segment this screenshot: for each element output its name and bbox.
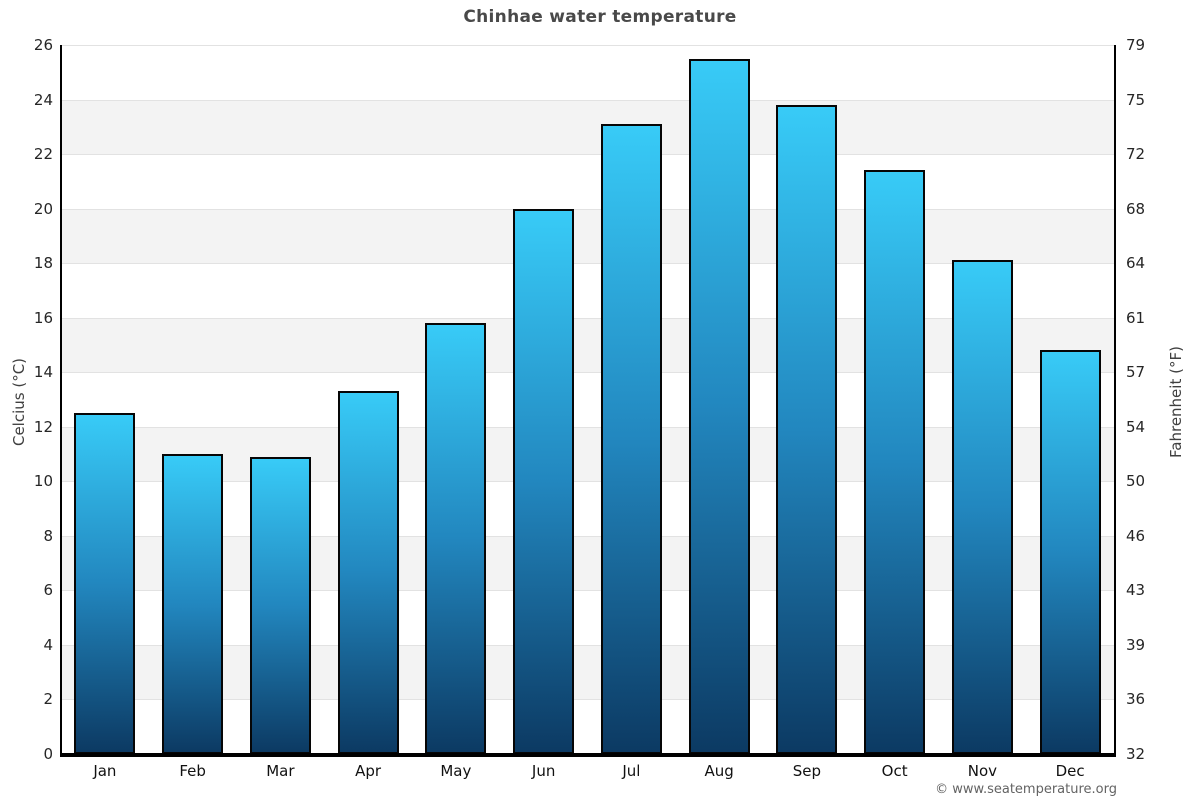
y-tick-right-32: 32 [1126, 745, 1146, 763]
x-tick-label-oct: Oct [881, 762, 908, 780]
bar-dec [1039, 350, 1101, 754]
gridline-20 [61, 208, 1114, 210]
background-band [61, 590, 1114, 645]
y-tick-right-61: 61 [1126, 308, 1146, 327]
bar-jan [74, 413, 136, 754]
background-band [61, 699, 1114, 754]
y-tick-right-39: 39 [1126, 635, 1146, 654]
bar-aug [688, 58, 750, 754]
y-tick-left-16: 16 [33, 308, 53, 327]
bar-nov [951, 260, 1013, 754]
y-tick-left-24: 24 [33, 90, 53, 109]
copyright-link[interactable]: © www.seatemperature.org [935, 782, 1117, 797]
x-tick-label-apr: Apr [355, 762, 382, 780]
bar-jul [600, 124, 662, 754]
y-tick-right-79: 79 [1126, 36, 1146, 54]
y-tick-left-18: 18 [33, 254, 53, 273]
y-tick-right-68: 68 [1126, 199, 1146, 218]
y-axis-left-line [59, 45, 62, 756]
x-tick-label-may: May [440, 762, 472, 780]
x-tick-label-feb: Feb [179, 762, 206, 780]
y-tick-right-43: 43 [1126, 581, 1146, 600]
gridline-6 [61, 590, 1114, 592]
y-tick-right-75: 75 [1126, 90, 1146, 109]
gridline-4 [61, 644, 1114, 646]
gridline-14 [61, 372, 1114, 374]
background-band [61, 317, 1114, 373]
y-tick-right-54: 54 [1126, 417, 1146, 436]
y-tick-left-0: 0 [43, 745, 53, 763]
background-band [61, 154, 1114, 209]
y-tick-left-14: 14 [33, 363, 53, 382]
background-band [61, 481, 1114, 536]
y-axis-right-line [1113, 45, 1116, 756]
background-band [61, 426, 1114, 482]
chart-title: Chinhae water temperature [463, 7, 737, 27]
y-tick-right-72: 72 [1126, 145, 1146, 164]
y-tick-right-64: 64 [1126, 254, 1146, 273]
y-tick-left-10: 10 [33, 472, 53, 491]
y-tick-right-46: 46 [1126, 526, 1146, 545]
gridline-26 [61, 45, 1114, 46]
background-band [61, 372, 1114, 427]
x-tick-label-mar: Mar [266, 762, 295, 780]
bar-mar [249, 456, 311, 754]
gridline-8 [61, 535, 1114, 537]
bar-apr [337, 391, 399, 754]
gridline-10 [61, 481, 1114, 483]
y-tick-right-50: 50 [1126, 472, 1146, 491]
x-tick-label-jun: Jun [531, 762, 556, 780]
x-tick-label-nov: Nov [967, 762, 998, 780]
background-band [61, 208, 1114, 264]
background-band [61, 263, 1114, 318]
y-tick-right-57: 57 [1126, 363, 1146, 382]
bar-sep [776, 104, 838, 754]
background-band [61, 535, 1114, 591]
celsius-axis-label: Celcius (°C) [10, 357, 28, 447]
y-tick-left-8: 8 [43, 526, 53, 545]
gridline-2 [61, 699, 1114, 701]
fahrenheit-axis-label: Fahrenheit (°F) [1167, 346, 1185, 458]
y-tick-left-2: 2 [43, 690, 53, 709]
y-tick-left-6: 6 [43, 581, 53, 600]
background-band [61, 45, 1114, 100]
background-band [61, 99, 1114, 155]
x-tick-label-dec: Dec [1055, 762, 1085, 780]
y-tick-left-20: 20 [33, 199, 53, 218]
gridline-24 [61, 99, 1114, 101]
x-tick-label-jul: Jul [622, 762, 641, 780]
gridline-22 [61, 154, 1114, 156]
y-tick-left-22: 22 [33, 145, 53, 164]
bar-may [425, 323, 487, 754]
gridline-18 [61, 263, 1114, 265]
x-tick-label-jan: Jan [93, 762, 117, 780]
y-tick-left-4: 4 [43, 635, 53, 654]
gridline-12 [61, 426, 1114, 428]
bar-oct [864, 170, 926, 754]
bar-feb [162, 454, 224, 754]
background-band [61, 644, 1114, 700]
y-tick-right-36: 36 [1126, 690, 1146, 709]
y-tick-left-12: 12 [33, 417, 53, 436]
bar-jun [513, 208, 575, 754]
y-tick-left-26: 26 [33, 36, 53, 54]
gridline-16 [61, 317, 1114, 319]
x-tick-label-sep: Sep [792, 762, 822, 780]
x-axis-line [59, 752, 1116, 757]
x-tick-label-aug: Aug [704, 762, 734, 780]
